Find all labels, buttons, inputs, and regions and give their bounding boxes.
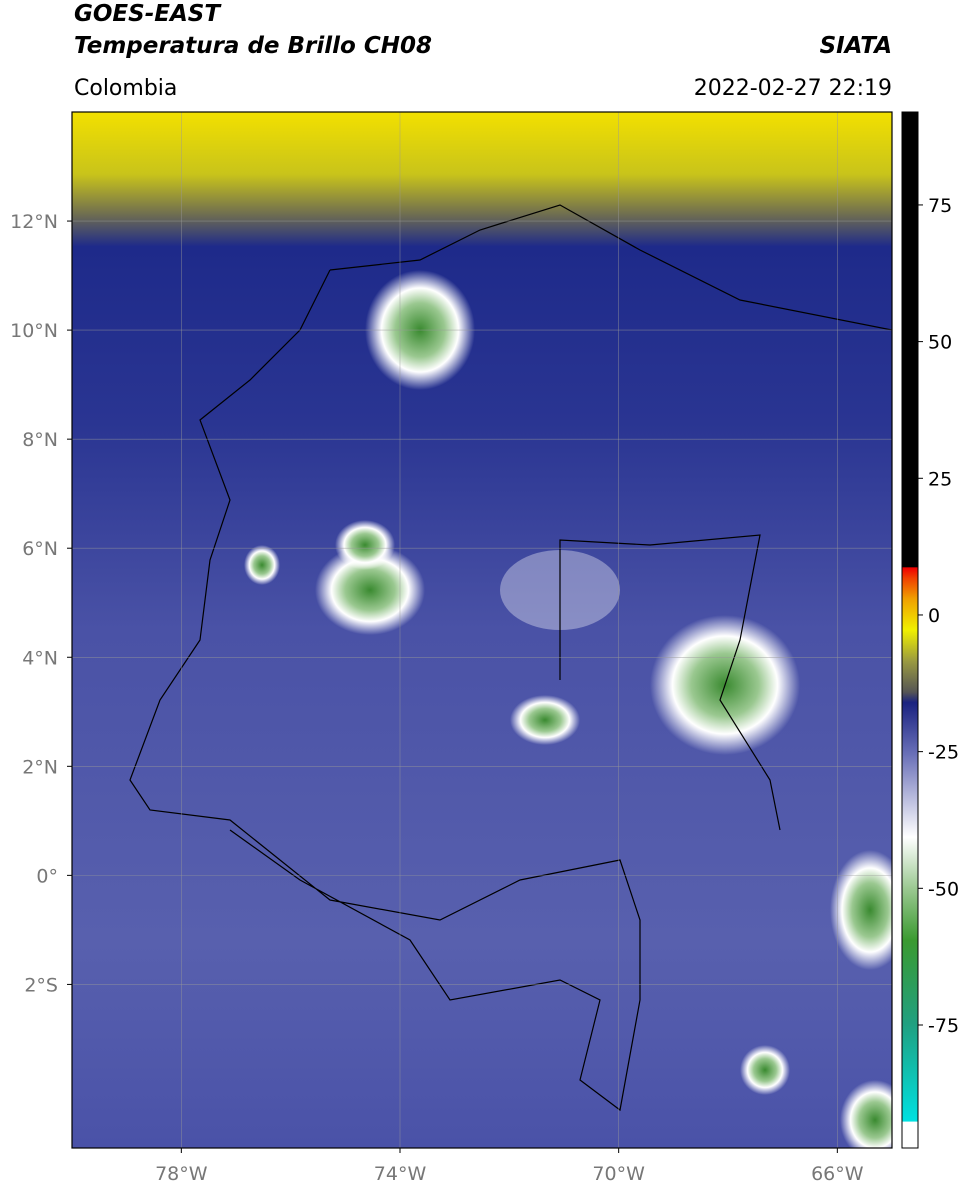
source: SIATA xyxy=(820,33,892,59)
colorbar-tick-label: 75 xyxy=(928,195,952,217)
y-tick-label: 2°S xyxy=(24,974,58,996)
colorbar-tick-label: 0 xyxy=(928,605,940,627)
x-tick-label: 66°W xyxy=(811,1163,864,1185)
y-tick-label: 6°N xyxy=(22,538,58,560)
satellite-image xyxy=(72,112,892,1148)
cloud xyxy=(244,545,280,585)
colorbar-tick-label: -25 xyxy=(928,742,959,764)
map-frame xyxy=(71,111,893,1149)
y-tick-label: 8°N xyxy=(22,429,58,451)
subtitle: Temperatura de Brillo CH08 xyxy=(74,33,432,59)
x-tick-label: 70°W xyxy=(592,1163,645,1185)
colorbar xyxy=(901,111,919,1149)
cloud xyxy=(315,545,425,635)
y-tick-label: 2°N xyxy=(22,756,58,778)
y-tick-label: 4°N xyxy=(22,647,58,669)
y-tick-label: 12°N xyxy=(10,211,58,233)
colorbar-tick-label: 25 xyxy=(928,468,952,490)
y-tick-label: 0° xyxy=(36,865,58,887)
cloud xyxy=(335,520,395,570)
x-tick-label: 78°W xyxy=(155,1163,208,1185)
cloud xyxy=(740,1045,790,1095)
cloud xyxy=(840,1080,892,1148)
grid xyxy=(72,112,892,1148)
colorbar-tick-label: -75 xyxy=(928,1015,959,1037)
colorbar-tick-label: -50 xyxy=(928,878,959,900)
borders xyxy=(129,204,892,1112)
title: GOES-EAST xyxy=(74,1,222,27)
datetime: 2022-02-27 22:19 xyxy=(694,76,892,101)
x-tick-label: 74°W xyxy=(374,1163,427,1185)
cloud xyxy=(830,850,892,970)
header: GOES-EAST Temperatura de Brillo CH08 SIA… xyxy=(74,1,892,101)
cloud xyxy=(510,695,580,745)
y-tick-label: 10°N xyxy=(10,320,58,342)
colorbar-tick-label: 50 xyxy=(928,332,952,354)
region: Colombia xyxy=(74,76,177,101)
